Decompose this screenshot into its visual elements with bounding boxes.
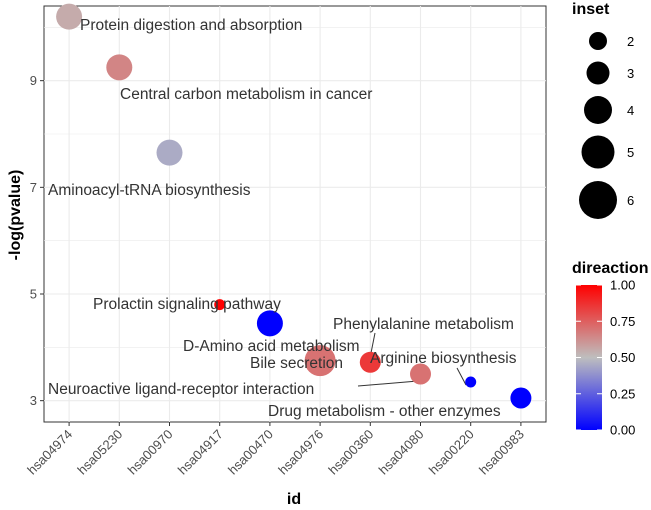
data-point: [214, 299, 226, 311]
size-legend-label: 3: [627, 66, 634, 81]
data-point: [256, 310, 283, 337]
size-legend-label: 5: [627, 145, 634, 160]
data-point: [465, 376, 477, 388]
y-tick-label: 9: [30, 73, 37, 88]
size-legend-key: [581, 135, 615, 169]
point-label: Neuroactive ligand-receptor interaction: [48, 381, 314, 398]
color-legend-label: 1.00: [610, 278, 635, 293]
y-axis-title: -log(pvalue): [7, 170, 24, 261]
x-tick-label: hsa04976: [275, 427, 326, 478]
x-tick-label: hsa04974: [24, 427, 75, 478]
size-legend-key: [586, 61, 610, 85]
data-point: [106, 54, 133, 81]
data-point: [410, 363, 431, 385]
color-legend-label: 0.75: [610, 314, 635, 329]
size-legend-key: [584, 96, 612, 124]
point-label: Protein digestion and absorption: [80, 17, 302, 34]
data-point: [56, 3, 83, 30]
x-tick-label: hsa04080: [376, 427, 427, 478]
point-label: D-Amino acid metabolism: [183, 338, 360, 355]
data-points: [56, 3, 532, 409]
point-label: Drug metabolism - other enzymes: [268, 403, 501, 420]
x-axis-title: id: [287, 491, 301, 508]
point-label: Prolactin signaling pathway: [93, 296, 281, 313]
x-tick-label: hsa00470: [225, 427, 276, 478]
data-point: [359, 351, 381, 373]
color-legend-label: 0.00: [610, 423, 635, 438]
y-axis: 3 5 7 9: [30, 73, 44, 408]
size-legend-key: [589, 32, 607, 50]
size-legend-key: [579, 181, 617, 219]
point-label: Central carbon metabolism in cancer: [120, 86, 372, 103]
y-tick-label: 5: [30, 287, 37, 302]
x-axis: hsa04974 hsa05230 hsa00970 hsa04917 hsa00470…: [24, 422, 527, 478]
point-label: Phenylalanine metabolism: [333, 316, 514, 333]
x-tick-label: hsa00220: [426, 427, 477, 478]
label-connector: [357, 380, 419, 387]
x-tick-label: hsa05230: [74, 427, 125, 478]
size-legend-label: 2: [627, 34, 634, 49]
size-legend-label: 6: [627, 193, 634, 208]
size-legend-label: 4: [627, 103, 634, 118]
point-label: Aminoacyl-tRNA biosynthesis: [48, 182, 251, 199]
x-tick-label: hsa04917: [175, 427, 226, 478]
y-tick-label: 7: [30, 180, 37, 195]
data-point: [510, 387, 532, 409]
y-tick-label: 3: [30, 393, 37, 408]
point-label: Arginine biosynthesis: [370, 350, 517, 367]
data-point: [156, 139, 183, 166]
label-connector: [456, 367, 467, 386]
x-tick-label: hsa00970: [125, 427, 176, 478]
point-label: Bile secretion: [250, 355, 343, 372]
size-legend-title: inset: [572, 1, 610, 18]
color-legend-title: direaction: [572, 260, 648, 277]
x-tick-label: hsa00983: [476, 427, 527, 478]
data-point: [304, 345, 336, 377]
color-legend-label: 0.25: [610, 386, 635, 401]
x-tick-label: hsa00360: [325, 427, 376, 478]
color-legend-label: 0.50: [610, 350, 635, 365]
size-legend: inset 2 3 4 5 6: [572, 1, 634, 219]
point-labels: Protein digestion and absorption Central …: [48, 17, 517, 420]
